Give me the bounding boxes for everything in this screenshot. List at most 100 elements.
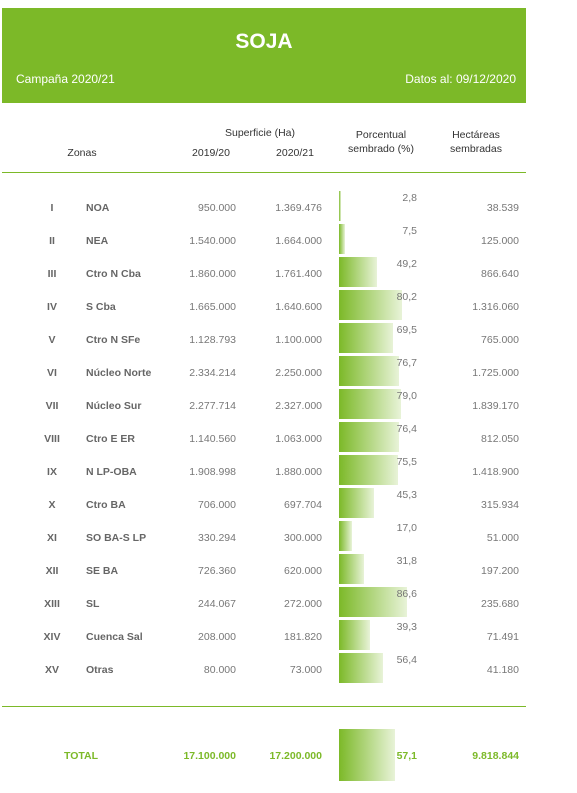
zone-number: II (49, 235, 55, 247)
percent-value: 45,3 (396, 489, 417, 501)
zone-number: XI (47, 532, 57, 544)
hectares-value: 51.000 (486, 532, 519, 544)
zone-number: I (50, 202, 54, 214)
total-divider (2, 706, 526, 707)
percent-bar (339, 290, 402, 320)
hectares-value: 866.640 (481, 268, 519, 280)
total-percent: 57,1 (396, 750, 417, 762)
surface-2019-20: 726.360 (198, 565, 236, 577)
zone-number: IX (47, 466, 57, 478)
surface-2019-20: 1.128.793 (189, 334, 236, 346)
zone-number: VIII (44, 433, 60, 445)
zone-name: Otras (86, 664, 114, 676)
surface-2019-20: 2.277.714 (189, 400, 236, 412)
hectares-header-line2: sembradas (450, 143, 502, 155)
surface-2020-21: 1.369.476 (275, 202, 322, 214)
percent-bar (339, 620, 370, 650)
zone-number: VI (47, 367, 57, 379)
percent-header-line2: sembrado (%) (348, 143, 414, 155)
percent-value: 7,5 (402, 225, 417, 237)
percent-value: 75,5 (396, 456, 417, 468)
table-row: III Ctro N Cba 1.860.000 1.761.400 49,2 866.6… (0, 256, 577, 289)
surface-2019-20: 80.000 (203, 664, 236, 676)
surface-2019-20: 1.140.560 (189, 433, 236, 445)
zone-number: III (47, 268, 57, 280)
surface-2019-20: 1.665.000 (189, 301, 236, 313)
percent-value: 80,2 (396, 291, 417, 303)
surface-2019-20: 244.067 (198, 598, 236, 610)
surface-2019-20: 330.294 (198, 532, 236, 544)
zone-number: XIV (43, 631, 61, 643)
hectares-value: 1.725.000 (472, 367, 519, 379)
surface-2019-20: 2.334.214 (189, 367, 236, 379)
surface-2020-21: 1.761.400 (275, 268, 322, 280)
zone-number: X (48, 499, 56, 511)
hectares-value: 765.000 (481, 334, 519, 346)
zone-name: Cuenca Sal (86, 631, 143, 643)
table-row: XIII SL 244.067 272.000 86,6 235.680 (0, 586, 577, 619)
percent-value: 79,0 (396, 390, 417, 402)
table-row: XIV Cuenca Sal 208.000 181.820 39,3 71.491 (0, 619, 577, 652)
zone-name: Núcleo Sur (86, 400, 142, 412)
percent-value: 69,5 (396, 324, 417, 336)
total-row: TOTAL 17.100.000 17.200.000 57,1 9.818.8… (0, 726, 577, 782)
percent-bar (339, 488, 375, 518)
surface-2020-21: 697.704 (284, 499, 322, 511)
zone-name: Ctro E ER (86, 433, 136, 445)
percent-bar (339, 422, 399, 452)
zone-number: VII (45, 400, 59, 412)
hectares-value: 41.180 (486, 664, 519, 676)
hectares-value: 1.839.170 (472, 400, 519, 412)
hectares-value: 235.680 (481, 598, 519, 610)
zone-name: S Cba (86, 301, 116, 313)
hectares-value: 315.934 (481, 499, 519, 511)
surface-header: Superficie (Ha) (224, 127, 296, 139)
total-year1: 17.100.000 (183, 750, 236, 762)
zone-name: SO BA-S LP (86, 532, 147, 544)
surface-2019-20: 1.908.998 (189, 466, 236, 478)
percent-value: 17,0 (396, 522, 417, 534)
table-row: VIII Ctro E ER 1.140.560 1.063.000 76,4 812.0… (0, 421, 577, 454)
zone-name: Ctro BA (86, 499, 126, 511)
zone-number: XV (44, 664, 59, 676)
surface-2020-21: 1.664.000 (275, 235, 322, 247)
hectares-value: 197.200 (481, 565, 519, 577)
hectares-value: 71.491 (486, 631, 519, 643)
hectares-value: 38.539 (486, 202, 519, 214)
hectares-value: 1.418.900 (472, 466, 519, 478)
percent-bar (339, 356, 399, 386)
surface-2020-21: 2.250.000 (275, 367, 322, 379)
table-row: X Ctro BA 706.000 697.704 45,3 315.934 (0, 487, 577, 520)
percent-bar (339, 191, 342, 221)
percent-value: 86,6 (396, 588, 417, 600)
date-label: Datos al: 09/12/2020 (405, 72, 516, 86)
percent-value: 76,4 (396, 423, 417, 435)
hectares-value: 125.000 (481, 235, 519, 247)
surface-2020-21: 1.063.000 (275, 433, 322, 445)
surface-2020-21: 272.000 (284, 598, 322, 610)
table-row: XV Otras 80.000 73.000 56,4 41.180 (0, 652, 577, 685)
zone-name: NOA (86, 202, 110, 214)
header-banner: SOJA Campaña 2020/21 Datos al: 09/12/202… (2, 8, 526, 103)
percent-value: 49,2 (396, 258, 417, 270)
percent-bar (339, 554, 364, 584)
surface-2020-21: 73.000 (289, 664, 322, 676)
table-row: XII SE BA 726.360 620.000 31,8 197.200 (0, 553, 577, 586)
percent-bar (339, 521, 353, 551)
total-label: TOTAL (64, 750, 99, 762)
percent-value: 76,7 (396, 357, 417, 369)
surface-2019-20: 706.000 (198, 499, 236, 511)
table-row: VI Núcleo Norte 2.334.214 2.250.000 76,7 1.72… (0, 355, 577, 388)
hectares-header: Hectáreas sembradas (436, 128, 516, 156)
page-title: SOJA (235, 30, 293, 53)
percent-bar (339, 587, 407, 617)
zone-number: V (48, 334, 56, 346)
percent-bar (339, 653, 383, 683)
surface-2019-20: 1.860.000 (189, 268, 236, 280)
zone-number: XIII (44, 598, 60, 610)
hectares-value: 812.050 (481, 433, 519, 445)
table-row: I NOA 950.000 1.369.476 2,8 38.539 (0, 190, 577, 223)
zone-name: Ctro N SFe (86, 334, 141, 346)
surface-2020-21: 1.880.000 (275, 466, 322, 478)
percent-value: 31,8 (396, 555, 417, 567)
